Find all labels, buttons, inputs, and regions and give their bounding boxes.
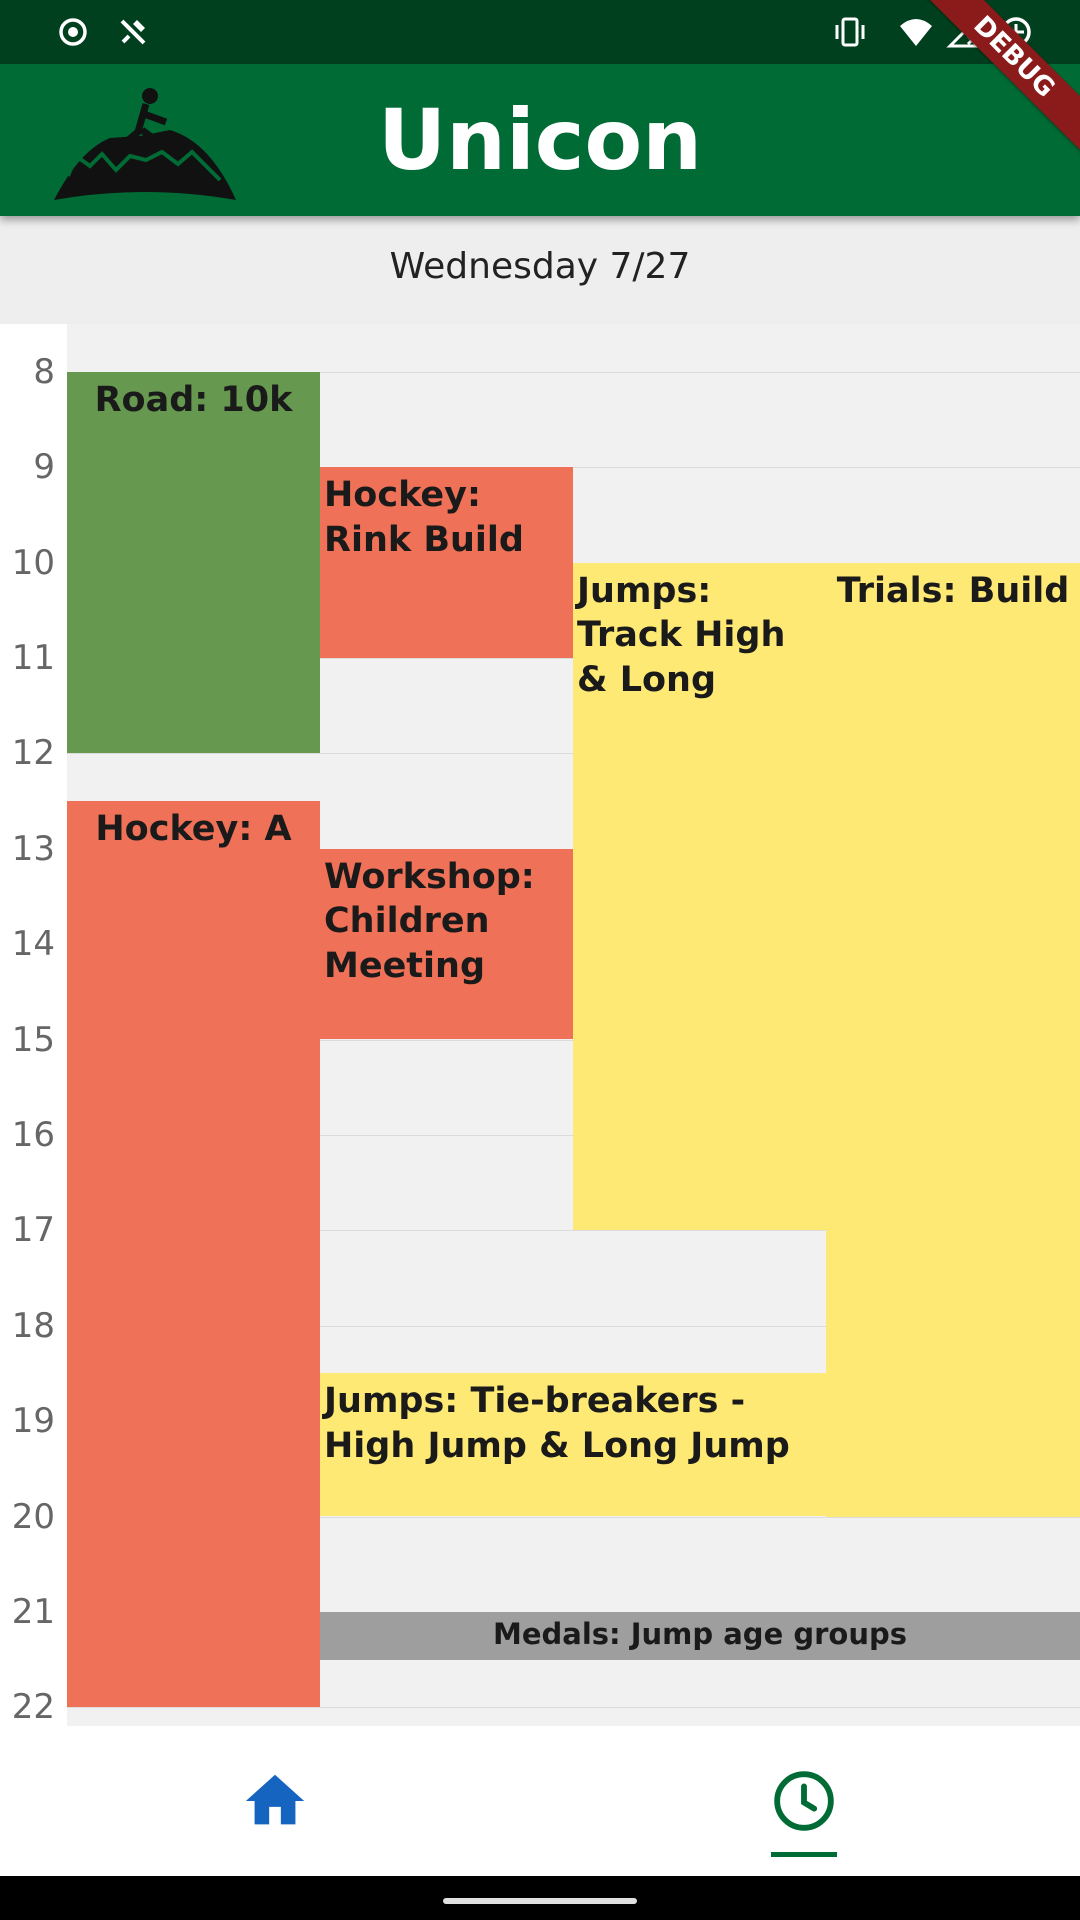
day-header: Wednesday 7/27	[0, 216, 1080, 324]
wifi-icon	[900, 19, 932, 46]
debug-banner-label: DEBUG	[920, 0, 1080, 156]
clock-icon[interactable]	[769, 1766, 839, 1836]
hour-label: 8	[33, 351, 55, 392]
schedule-event[interactable]: Medals: Jump age groups	[320, 1611, 1080, 1660]
status-bar	[0, 0, 1080, 64]
target-icon	[59, 18, 87, 46]
hour-line	[67, 371, 1080, 373]
hour-label: 17	[11, 1210, 55, 1251]
schedule-event[interactable]: Jumps: Tie-breakers - High Jump & Long J…	[320, 1373, 826, 1517]
hour-label: 12	[11, 733, 55, 774]
tools-icon	[120, 19, 146, 45]
schedule-event[interactable]: Trials: Build	[826, 562, 1080, 1517]
event-title: Trials: Build	[836, 570, 1070, 611]
schedule-event[interactable]: Hockey: Rink Build	[320, 467, 573, 658]
hour-line	[67, 1516, 1080, 1518]
hour-label: 21	[11, 1591, 55, 1632]
hour-line	[67, 1230, 1080, 1232]
hour-label: 20	[11, 1496, 55, 1537]
bottom-nav	[0, 1726, 1080, 1876]
hour-label: 16	[11, 1114, 55, 1155]
debug-banner: DEBUG	[920, 0, 1080, 160]
hour-label: 10	[11, 542, 55, 583]
event-title: Jumps: Tie-breakers - High Jump & Long J…	[324, 1381, 790, 1467]
schedule-event[interactable]: Hockey: A	[67, 801, 320, 1708]
hour-label: 19	[11, 1401, 55, 1442]
home-gesture-pill[interactable]	[443, 1898, 637, 1904]
hour-line	[67, 467, 1080, 469]
schedule-event[interactable]: Workshop: Children Meeting	[320, 848, 573, 1040]
hour-line	[67, 1325, 1080, 1327]
app-bar: Unicon	[0, 64, 1080, 216]
hour-label: 11	[11, 637, 55, 678]
event-title: Medals: Jump age groups	[492, 1616, 907, 1651]
schedule-event[interactable]: Jumps: Track High & Long	[573, 562, 826, 1231]
hour-label: 13	[11, 828, 55, 869]
hour-label: 15	[11, 1019, 55, 1060]
event-title: Jumps: Track High & Long	[577, 570, 786, 701]
home-icon[interactable]	[240, 1766, 310, 1836]
unicon-logo	[54, 88, 236, 200]
vibrate-icon	[835, 17, 865, 47]
event-title: Hockey: Rink Build	[324, 475, 524, 560]
event-title: Road: 10k	[94, 379, 293, 420]
schedule-timegrid[interactable]: 8 9 10 11 12 13 14 15 16 17 18 19 20 21 22 Road: 10k Ho…	[0, 324, 1080, 1726]
hour-label: 22	[11, 1687, 55, 1726]
day-label: Wednesday 7/27	[389, 246, 691, 287]
selected-tab-indicator	[771, 1852, 837, 1857]
hour-label: 18	[11, 1305, 55, 1346]
hour-label: 9	[33, 447, 55, 488]
system-nav-bar	[0, 1876, 1080, 1920]
schedule-event[interactable]: Road: 10k	[67, 371, 320, 754]
hour-label: 14	[11, 924, 55, 965]
event-title: Workshop: Children Meeting	[324, 856, 535, 987]
event-title: Hockey: A	[95, 809, 292, 849]
app-title: Unicon	[377, 91, 703, 189]
hour-line	[67, 1707, 1080, 1709]
